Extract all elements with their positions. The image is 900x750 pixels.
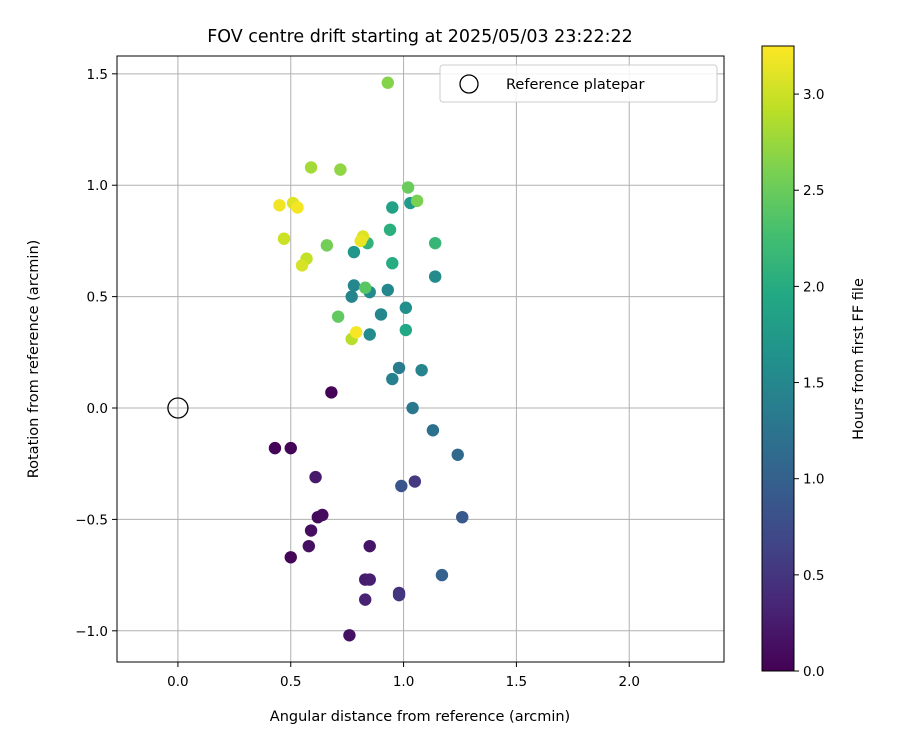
legend-marker bbox=[459, 74, 479, 94]
data-point bbox=[316, 508, 329, 522]
data-point bbox=[392, 361, 406, 375]
data-point bbox=[428, 270, 442, 283]
data-point bbox=[415, 363, 428, 377]
x-tick-label: 0.5 bbox=[280, 674, 301, 690]
colorbar-ticks: 0.0 0.5 1.0 1.5 2.0 2.5 3.0 bbox=[794, 87, 824, 680]
data-point bbox=[331, 310, 345, 323]
data-point bbox=[354, 234, 367, 248]
data-point bbox=[349, 326, 363, 339]
data-point bbox=[386, 201, 399, 214]
colorbar-tick-label: 2.0 bbox=[803, 279, 824, 295]
x-axis-label: Angular distance from reference (arcmin) bbox=[270, 709, 570, 725]
data-point bbox=[435, 568, 449, 582]
x-tick-label: 0.0 bbox=[167, 674, 188, 690]
data-point bbox=[347, 279, 361, 292]
y-tick-label: −0.5 bbox=[75, 512, 108, 528]
data-point bbox=[386, 256, 399, 270]
data-point bbox=[284, 551, 297, 564]
data-point bbox=[359, 281, 372, 294]
x-tick-label: 1.5 bbox=[506, 674, 527, 690]
data-point bbox=[395, 479, 408, 493]
data-point bbox=[343, 629, 356, 642]
data-point bbox=[399, 301, 413, 314]
y-tick-label: 0.5 bbox=[87, 290, 108, 306]
colorbar-tick-label: 1.5 bbox=[803, 376, 824, 392]
y-axis-ticks: −1.0 −0.5 0.0 0.5 1.0 1.5 bbox=[75, 67, 117, 640]
data-point bbox=[304, 161, 318, 174]
data-point bbox=[383, 223, 397, 236]
data-point bbox=[302, 539, 316, 553]
data-points bbox=[268, 76, 469, 642]
data-point bbox=[408, 475, 422, 488]
data-point bbox=[277, 232, 291, 245]
data-point bbox=[428, 236, 442, 250]
plot-frame bbox=[116, 55, 725, 663]
data-point bbox=[291, 201, 304, 214]
data-point bbox=[456, 510, 469, 524]
x-tick-label: 2.0 bbox=[618, 674, 639, 690]
data-point bbox=[426, 424, 440, 437]
data-point bbox=[399, 323, 413, 337]
reference-marker bbox=[167, 397, 189, 419]
data-point bbox=[374, 308, 388, 321]
colorbar-tick-label: 3.0 bbox=[803, 87, 824, 103]
data-point bbox=[347, 245, 361, 259]
colorbar-tick-label: 2.5 bbox=[803, 183, 824, 199]
data-point bbox=[406, 401, 419, 415]
x-tick-label: 1.0 bbox=[393, 674, 414, 690]
data-point bbox=[309, 470, 322, 484]
colorbar-gradient bbox=[762, 46, 794, 671]
chart-title: FOV centre drift starting at 2025/05/03 … bbox=[207, 27, 633, 47]
data-point bbox=[386, 372, 399, 386]
legend-box bbox=[439, 64, 718, 103]
data-point bbox=[273, 199, 286, 212]
colorbar-tick-label: 1.0 bbox=[803, 472, 824, 488]
y-tick-label: 1.0 bbox=[87, 178, 108, 194]
data-point bbox=[363, 573, 376, 586]
data-point bbox=[325, 386, 338, 399]
legend-entry-reference: Reference platepar bbox=[506, 77, 644, 93]
reference-platepar-marker bbox=[167, 397, 189, 419]
data-point bbox=[451, 448, 464, 462]
grid-lines bbox=[117, 56, 724, 662]
data-point bbox=[359, 593, 372, 606]
data-point bbox=[304, 524, 318, 537]
x-axis-ticks: 0.0 0.5 1.0 1.5 2.0 bbox=[167, 662, 640, 690]
colorbar-tick-label: 0.5 bbox=[803, 568, 824, 584]
data-point bbox=[410, 194, 424, 208]
data-point bbox=[320, 239, 334, 252]
data-point bbox=[381, 76, 394, 89]
y-tick-label: 1.5 bbox=[87, 67, 108, 83]
y-tick-label: −1.0 bbox=[75, 624, 108, 640]
data-point bbox=[363, 328, 376, 341]
data-point bbox=[334, 163, 347, 176]
data-point bbox=[268, 441, 282, 455]
colorbar-label: Hours from first FF file bbox=[851, 278, 867, 440]
data-point bbox=[345, 290, 358, 303]
data-point bbox=[381, 283, 394, 297]
colorbar: 0.0 0.5 1.0 1.5 2.0 2.5 3.0 Hours from first F… bbox=[761, 45, 867, 680]
data-point bbox=[363, 539, 376, 553]
data-point bbox=[392, 588, 406, 602]
data-point bbox=[284, 441, 297, 455]
y-tick-label: 0.0 bbox=[87, 401, 108, 417]
data-point bbox=[401, 181, 415, 194]
data-point bbox=[295, 259, 309, 272]
y-axis-label: Rotation from reference (arcmin) bbox=[26, 240, 42, 479]
colorbar-tick-label: 0.0 bbox=[803, 664, 824, 680]
legend: Reference platepar bbox=[439, 64, 718, 103]
colorbar-frame bbox=[761, 45, 795, 672]
